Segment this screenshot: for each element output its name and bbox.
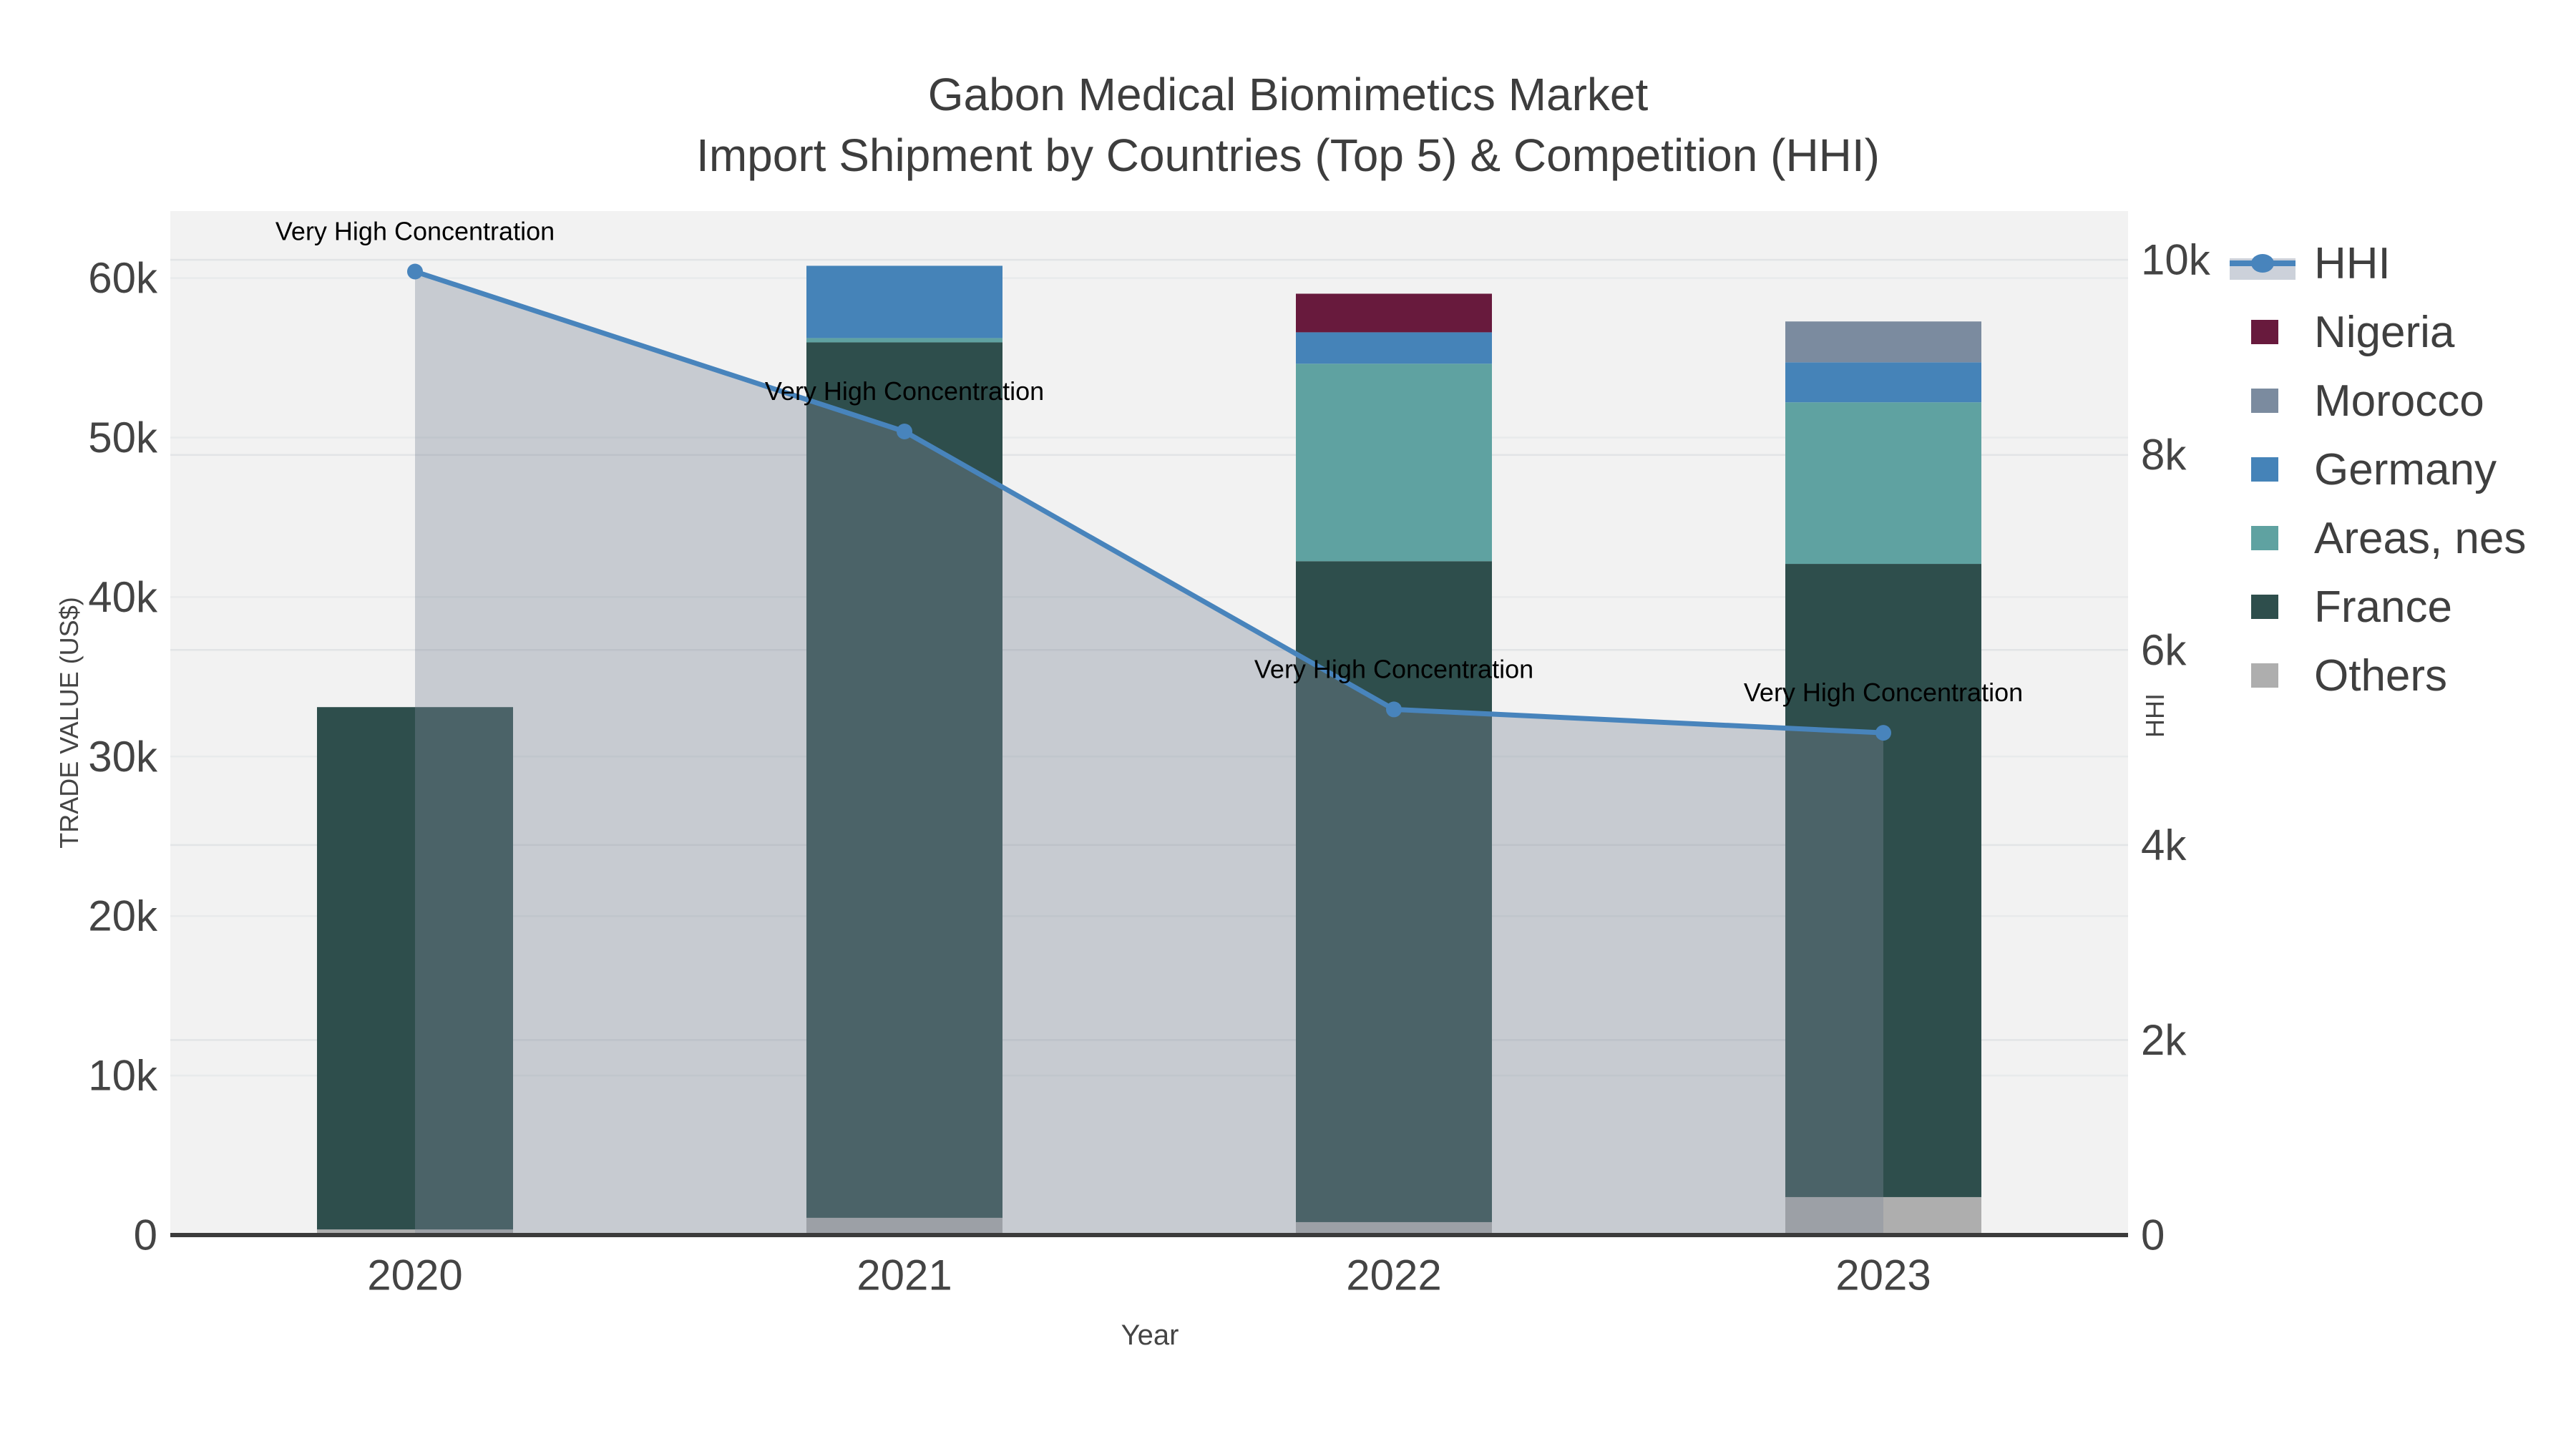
y-tick-left: 60k: [88, 254, 158, 302]
bar-segment-germany: [806, 265, 1002, 338]
bar-segment-others: [1296, 1221, 1492, 1235]
color-swatch-icon: [2224, 641, 2298, 710]
swatch-square-icon: [2251, 320, 2278, 344]
annotation: Very High Concentration: [275, 216, 555, 245]
bar-segment-germany: [1296, 332, 1492, 364]
hhi-marker: [1875, 725, 1891, 741]
color-swatch-icon: [2224, 298, 2298, 366]
legend-item-others[interactable]: Others: [2224, 641, 2526, 710]
y-tick-right: 10k: [2141, 236, 2211, 284]
annotation: Very High Concentration: [765, 376, 1044, 406]
x-tick: 2023: [1835, 1252, 1931, 1299]
legend-item-nigeria[interactable]: Nigeria: [2224, 298, 2526, 366]
y-tick-right: 8k: [2141, 431, 2187, 479]
annotation: Very High Concentration: [1254, 654, 1533, 683]
bar-segment-areas-nes: [1296, 364, 1492, 562]
swatch-square-icon: [2251, 389, 2278, 413]
y-tick-right: 0: [2141, 1211, 2165, 1259]
y-axis-title-right: HHI: [2140, 693, 2170, 738]
y-tick-left: 0: [134, 1211, 157, 1259]
bar-segment-others: [806, 1217, 1002, 1235]
y-tick-left: 40k: [88, 573, 158, 621]
x-tick: 2020: [367, 1252, 462, 1299]
x-tick: 2021: [857, 1252, 952, 1299]
hhi-line-swatch-icon: [2224, 229, 2298, 298]
legend-label: Nigeria: [2314, 307, 2455, 357]
legend-item-hhi[interactable]: HHI: [2224, 229, 2526, 298]
hhi-marker: [1386, 701, 1402, 718]
legend-label: Areas, nes: [2314, 513, 2527, 563]
y-axis-title-left: TRADE VALUE (US$): [54, 597, 84, 849]
legend-item-morocco[interactable]: Morocco: [2224, 366, 2526, 435]
hhi-line: [414, 269, 1884, 736]
bar-segment-areas-nes: [806, 338, 1002, 343]
bar-segment-france: [1785, 564, 1981, 1197]
bar-segment-others: [317, 1229, 513, 1235]
color-swatch-icon: [2224, 366, 2298, 435]
color-swatch-icon: [2224, 435, 2298, 504]
y-tick-left: 10k: [88, 1052, 158, 1100]
bar-segment-morocco: [1785, 321, 1981, 363]
y-tick-right: 2k: [2141, 1016, 2187, 1064]
hhi-dot-icon: [2251, 254, 2274, 273]
chart-title: Gabon Medical Biomimetics Market: [927, 69, 1649, 120]
hhi-marker: [897, 424, 912, 440]
legend-label: France: [2314, 582, 2452, 632]
swatch-square-icon: [2251, 595, 2278, 619]
legend-label: HHI: [2314, 238, 2391, 288]
hhi-area: [415, 271, 1883, 1236]
legend-label: Others: [2314, 650, 2448, 701]
legend-item-areas-nes[interactable]: Areas, nes: [2224, 504, 2526, 572]
y-tick-right: 6k: [2141, 626, 2187, 674]
swatch-square-icon: [2251, 526, 2278, 550]
y-tick-left: 20k: [88, 892, 158, 940]
color-swatch-icon: [2224, 572, 2298, 641]
legend: HHI Nigeria Morocco Germany Areas, nes France…: [2224, 229, 2526, 710]
chart-subtitle: Import Shipment by Countries (Top 5) & C…: [696, 130, 1880, 181]
x-axis-title: Year: [1121, 1319, 1179, 1351]
legend-label: Morocco: [2314, 376, 2484, 426]
legend-item-germany[interactable]: Germany: [2224, 435, 2526, 504]
legend-item-france[interactable]: France: [2224, 572, 2526, 641]
y-tick-right: 4k: [2141, 821, 2187, 869]
bar-segment-others: [1785, 1196, 1981, 1235]
bar-segment-areas-nes: [1785, 402, 1981, 565]
bar-segment-nigeria: [1296, 293, 1492, 333]
bar-segment-france: [806, 342, 1002, 1218]
hhi-marker: [407, 263, 423, 280]
x-tick: 2022: [1346, 1252, 1441, 1299]
bar-segment-france: [317, 707, 513, 1230]
swatch-square-icon: [2251, 457, 2278, 482]
legend-label: Germany: [2314, 444, 2497, 494]
y-tick-left: 30k: [88, 733, 158, 781]
bar-segment-germany: [1785, 362, 1981, 403]
color-swatch-icon: [2224, 504, 2298, 572]
swatch-square-icon: [2251, 663, 2278, 688]
y-tick-left: 50k: [88, 414, 158, 462]
annotation: Very High Concentration: [1744, 678, 2023, 707]
x-axis-line: [170, 1233, 2128, 1237]
